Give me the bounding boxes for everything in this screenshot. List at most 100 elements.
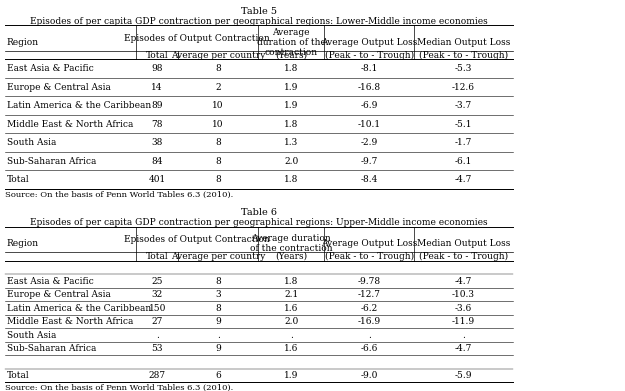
- Text: -5.1: -5.1: [455, 120, 472, 129]
- Text: 10: 10: [213, 120, 224, 129]
- Text: -5.9: -5.9: [455, 371, 472, 380]
- Text: -12.7: -12.7: [358, 290, 381, 299]
- Text: 2.0: 2.0: [284, 157, 298, 166]
- Text: -3.7: -3.7: [455, 101, 472, 110]
- Text: (Years): (Years): [275, 252, 308, 261]
- Text: Table 6: Table 6: [241, 208, 277, 217]
- Text: 3: 3: [215, 290, 221, 299]
- Text: -9.0: -9.0: [361, 371, 378, 380]
- Text: South Asia: South Asia: [7, 138, 56, 147]
- Text: Episodes of Output Contraction: Episodes of Output Contraction: [124, 34, 270, 43]
- Text: Median Output Loss: Median Output Loss: [417, 239, 510, 248]
- Text: Episodes of Output Contraction: Episodes of Output Contraction: [124, 235, 270, 244]
- Text: -8.1: -8.1: [361, 64, 378, 73]
- Text: 84: 84: [151, 157, 163, 166]
- Text: 1.8: 1.8: [284, 64, 299, 73]
- Text: (Peak - to - Trough): (Peak - to - Trough): [419, 252, 508, 261]
- Text: -6.9: -6.9: [361, 101, 378, 110]
- Text: 9: 9: [215, 317, 221, 326]
- Text: -8.4: -8.4: [361, 175, 378, 184]
- Text: 1.6: 1.6: [284, 344, 299, 353]
- Text: Total: Total: [7, 175, 29, 184]
- Text: 1.8: 1.8: [284, 120, 299, 129]
- Text: -16.9: -16.9: [357, 317, 381, 326]
- Text: (Peak - to - Trough): (Peak - to - Trough): [325, 50, 414, 60]
- Text: Region: Region: [7, 38, 39, 47]
- Text: -2.9: -2.9: [361, 138, 378, 147]
- Text: -5.3: -5.3: [455, 64, 472, 73]
- Text: -6.2: -6.2: [361, 303, 378, 312]
- Text: 2.0: 2.0: [284, 317, 298, 326]
- Text: 401: 401: [149, 175, 166, 184]
- Text: Average
duration of the
contraction: Average duration of the contraction: [257, 27, 326, 57]
- Text: Middle East & North Africa: Middle East & North Africa: [7, 120, 133, 129]
- Text: Sub-Saharan Africa: Sub-Saharan Africa: [7, 344, 96, 353]
- Text: (Years): (Years): [275, 50, 308, 60]
- Text: -16.8: -16.8: [357, 83, 381, 91]
- Text: Total: Total: [146, 252, 169, 261]
- Text: .: .: [290, 331, 292, 340]
- Text: 10: 10: [213, 101, 224, 110]
- Text: 1.9: 1.9: [284, 371, 299, 380]
- Text: East Asia & Pacific: East Asia & Pacific: [7, 276, 94, 285]
- Text: 25: 25: [151, 276, 163, 285]
- Text: 8: 8: [215, 138, 221, 147]
- Text: -11.9: -11.9: [452, 317, 475, 326]
- Text: -3.6: -3.6: [455, 303, 472, 312]
- Text: East Asia & Pacific: East Asia & Pacific: [7, 64, 94, 73]
- Text: 1.8: 1.8: [284, 175, 299, 184]
- Text: Latin America & the Caribbean: Latin America & the Caribbean: [7, 303, 151, 312]
- Text: 6: 6: [215, 371, 221, 380]
- Text: -4.7: -4.7: [455, 344, 472, 353]
- Text: 14: 14: [151, 83, 163, 91]
- Text: 32: 32: [152, 290, 162, 299]
- Text: .: .: [156, 331, 159, 340]
- Text: Average Output Loss: Average Output Loss: [321, 239, 418, 248]
- Text: -6.1: -6.1: [455, 157, 472, 166]
- Text: Region: Region: [7, 239, 39, 248]
- Text: Median Output Loss: Median Output Loss: [417, 38, 510, 47]
- Text: Total: Total: [146, 50, 169, 60]
- Text: South Asia: South Asia: [7, 331, 56, 340]
- Text: 8: 8: [215, 64, 221, 73]
- Text: 1.8: 1.8: [284, 276, 299, 285]
- Text: 8: 8: [215, 276, 221, 285]
- Text: -9.78: -9.78: [357, 276, 381, 285]
- Text: (Peak - to - Trough): (Peak - to - Trough): [325, 252, 414, 261]
- Text: Middle East & North Africa: Middle East & North Africa: [7, 317, 133, 326]
- Text: 27: 27: [151, 317, 163, 326]
- Text: 1.9: 1.9: [284, 101, 299, 110]
- Text: -10.1: -10.1: [357, 120, 381, 129]
- Text: .: .: [217, 331, 219, 340]
- Text: 9: 9: [215, 344, 221, 353]
- Text: -4.7: -4.7: [455, 276, 472, 285]
- Text: Total: Total: [7, 371, 29, 380]
- Text: Average duration
of the contraction: Average duration of the contraction: [250, 234, 332, 253]
- Text: Episodes of per capita GDP contraction per geographical regions: Upper-Middle in: Episodes of per capita GDP contraction p…: [30, 218, 488, 227]
- Text: -10.3: -10.3: [452, 290, 475, 299]
- Text: 38: 38: [151, 138, 163, 147]
- Text: 2.1: 2.1: [284, 290, 298, 299]
- Text: Episodes of per capita GDP contraction per geographical regions: Lower-Middle in: Episodes of per capita GDP contraction p…: [30, 16, 488, 26]
- Text: -9.7: -9.7: [361, 157, 378, 166]
- Text: 150: 150: [149, 303, 166, 312]
- Text: Average per country: Average per country: [171, 252, 266, 261]
- Text: 287: 287: [149, 371, 166, 380]
- Text: .: .: [462, 331, 465, 340]
- Text: 98: 98: [151, 64, 163, 73]
- Text: Average per country: Average per country: [171, 50, 266, 60]
- Text: 8: 8: [215, 175, 221, 184]
- Text: 1.3: 1.3: [284, 138, 298, 147]
- Text: Average Output Loss: Average Output Loss: [321, 38, 418, 47]
- Text: -1.7: -1.7: [455, 138, 472, 147]
- Text: -12.6: -12.6: [452, 83, 475, 91]
- Text: 1.9: 1.9: [284, 83, 299, 91]
- Text: Source: On the basis of Penn World Tables 6.3 (2010).: Source: On the basis of Penn World Table…: [5, 190, 233, 198]
- Text: 78: 78: [151, 120, 163, 129]
- Text: 2: 2: [215, 83, 221, 91]
- Text: Europe & Central Asia: Europe & Central Asia: [7, 290, 111, 299]
- Text: 89: 89: [151, 101, 163, 110]
- Text: 1.6: 1.6: [284, 303, 299, 312]
- Text: 53: 53: [151, 344, 163, 353]
- Text: (Peak - to - Trough): (Peak - to - Trough): [419, 50, 508, 60]
